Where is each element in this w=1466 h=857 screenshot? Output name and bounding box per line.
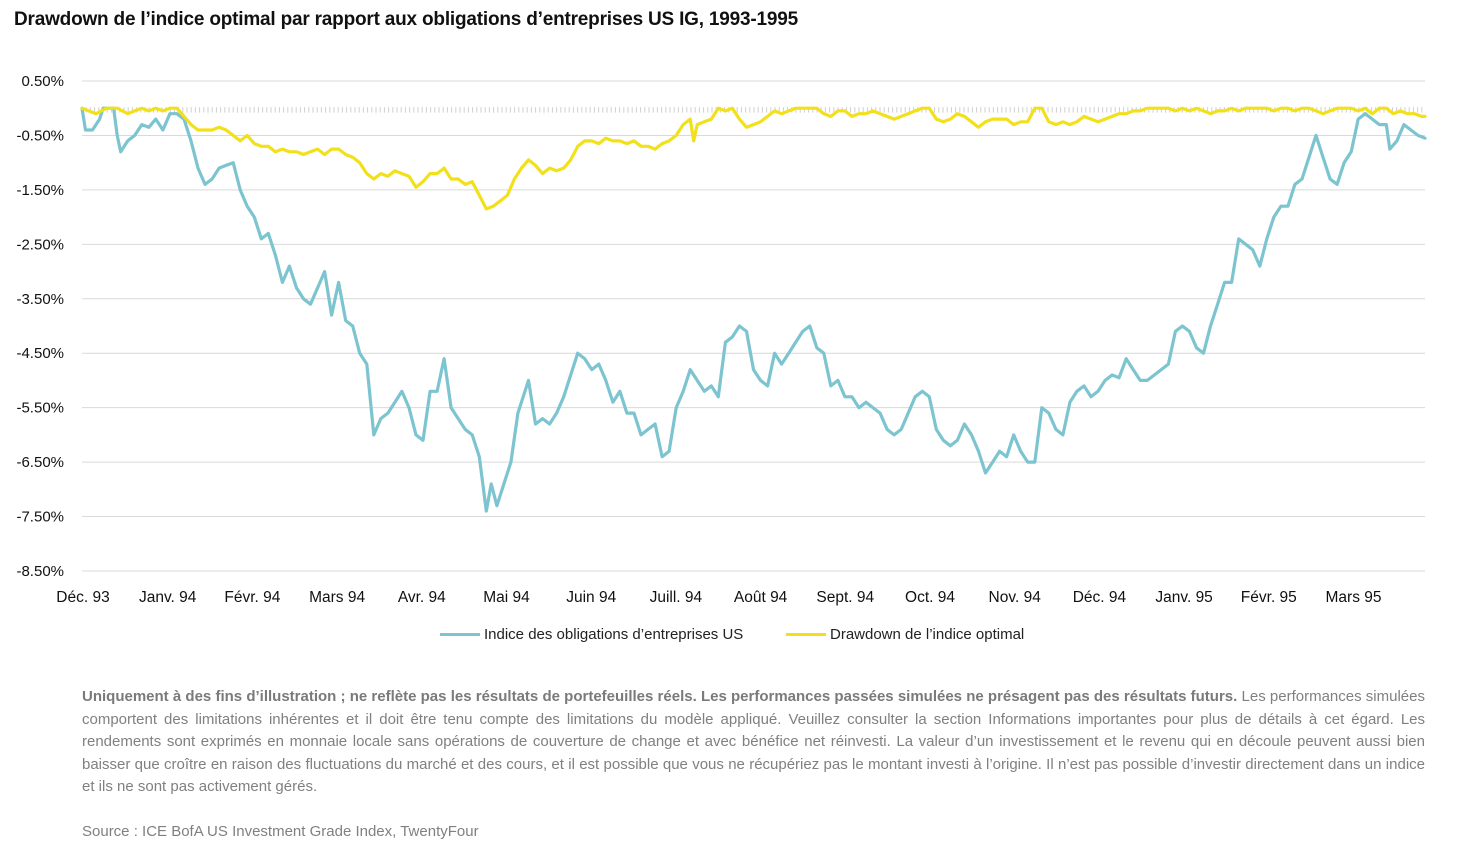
y-tick-label: -0.50%	[16, 127, 64, 144]
legend: Indice des obligations d’entreprises US …	[0, 626, 1466, 648]
x-axis-ticks: Déc. 93 Janv. 94 Févr. 94 Mars 94 Avr. 94 Mai…	[56, 589, 1381, 606]
source-note: Source : ICE BofA US Investment Grade In…	[82, 823, 479, 840]
y-tick-label: -6.50%	[16, 454, 64, 471]
x-tick-label: Juin 94	[566, 589, 616, 606]
series-line-us-corporate-bond-index	[80, 106, 1427, 513]
chart-title: Drawdown de l’indice optimal par rapport…	[14, 9, 798, 30]
x-tick-label: Juill. 94	[650, 589, 703, 606]
y-tick-label: -7.50%	[16, 509, 64, 526]
disclaimer-note: Uniquement à des fins d’illustration ; n…	[82, 686, 1425, 799]
x-tick-label: Août 94	[734, 589, 788, 606]
x-tick-label: Nov. 94	[989, 589, 1042, 606]
x-tick-label: Janv. 95	[1155, 589, 1212, 606]
y-tick-label: -3.50%	[16, 291, 64, 308]
x-tick-label: Mars 95	[1326, 589, 1382, 606]
legend-item-us-corporate-bond-index[interactable]: Indice des obligations d’entreprises US	[440, 626, 743, 643]
gridlines	[82, 80, 1425, 572]
y-tick-label: -4.50%	[16, 345, 64, 362]
x-tick-label: Mars 94	[309, 589, 365, 606]
x-tick-label: Oct. 94	[905, 589, 955, 606]
y-tick-label: -2.50%	[16, 236, 64, 253]
y-axis-ticks: 0.50% -0.50% -1.50% -2.50% -3.50% -4.50% -5.50…	[16, 73, 64, 580]
x-tick-label: Févr. 94	[224, 589, 280, 606]
x-tick-label: Déc. 94	[1073, 589, 1127, 606]
disclaimer-bold: Uniquement à des fins d’illustration ; n…	[82, 688, 1238, 705]
y-tick-label: 0.50%	[21, 73, 64, 90]
x-tick-label: Févr. 95	[1241, 589, 1297, 606]
y-tick-label: -5.50%	[16, 400, 64, 417]
legend-swatch	[786, 633, 826, 636]
x-tick-label: Déc. 93	[56, 589, 109, 606]
disclaimer-text: Les performances simulées comportent des…	[82, 688, 1425, 795]
x-tick-label: Avr. 94	[398, 589, 446, 606]
legend-item-optimal-index-drawdown[interactable]: Drawdown de l’indice optimal	[786, 626, 1024, 643]
series-line-optimal-index-drawdown	[80, 106, 1427, 211]
y-tick-label: -1.50%	[16, 182, 64, 199]
legend-label: Indice des obligations d’entreprises US	[484, 626, 744, 643]
line-chart: 0.50% -0.50% -1.50% -2.50% -3.50% -4.50% -5.50…	[16, 73, 1427, 606]
x-tick-label: Janv. 94	[139, 589, 197, 606]
x-tick-label: Sept. 94	[816, 589, 874, 606]
legend-swatch	[440, 633, 480, 636]
y-tick-label: -8.50%	[16, 563, 64, 580]
legend-label: Drawdown de l’indice optimal	[830, 626, 1025, 643]
x-tick-label: Mai 94	[483, 589, 530, 606]
series-lines	[80, 106, 1427, 513]
